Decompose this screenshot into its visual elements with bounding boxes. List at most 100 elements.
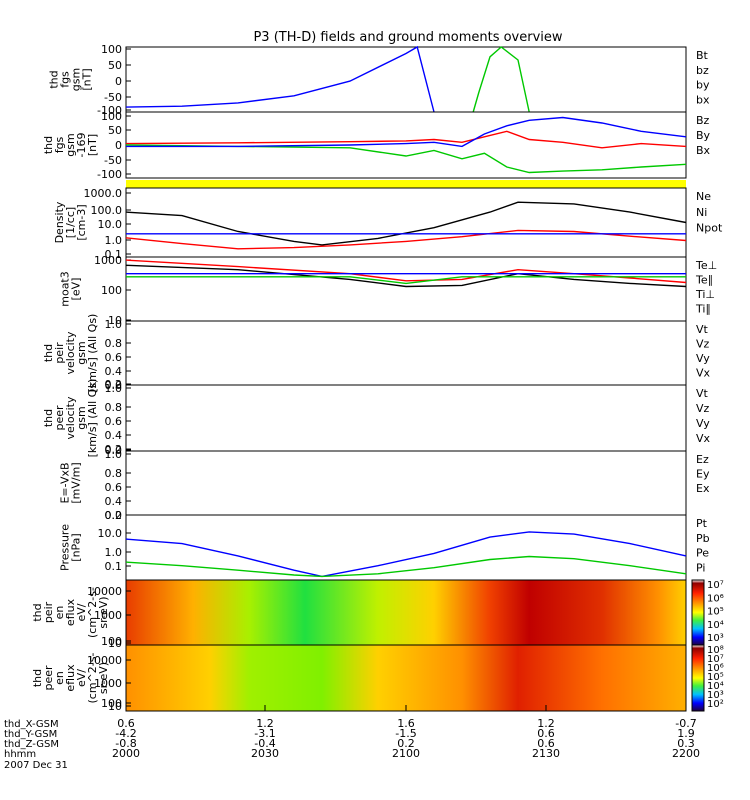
panel-6-ylabel: gsm: [75, 406, 88, 429]
panel-7-ytick-label: 0.4: [105, 495, 123, 508]
panel-1-series-by: [472, 46, 530, 113]
panel-7-ylabel: [mV/m]: [70, 462, 83, 503]
panel-6-ytick-label: 0.4: [105, 429, 123, 442]
panel-10-ylabel: sr-eV): [97, 662, 110, 694]
panel-4-ytick-label: 100: [101, 284, 122, 297]
panel-9-ylabel: thd: [31, 603, 44, 621]
panel-1-legend-bt: Bt: [696, 49, 709, 62]
panel-4-legend-ti⊥: Ti⊥: [695, 288, 715, 301]
panel-4-ylabel: [eV]: [70, 278, 83, 301]
panel-8-legend-pt: Pt: [696, 517, 708, 530]
panel-8-ytick-label: 1.0: [105, 546, 123, 559]
panel-3-ytick-label: 10.0: [98, 218, 123, 231]
panel-9-colorbar: [691, 579, 705, 646]
panel-2-series-by: [125, 144, 687, 174]
panel-6-ylabel: [km/s] (All Qs): [86, 379, 99, 458]
panel-4-ytick-label: 10: [108, 314, 122, 327]
xaxis-tick-label: -0.4: [254, 737, 275, 750]
panel-10-colorbar-tick: 10²: [707, 699, 724, 710]
panel-8-ytick-label: 0.1: [105, 560, 123, 573]
panel-9-ytick-label: 10: [108, 637, 122, 650]
xaxis-row-label: 2007 Dec 31: [4, 760, 68, 771]
panel-5-ylabel: gsm: [75, 341, 88, 364]
panel-10-ylabel: (cm^2-s-: [86, 653, 99, 704]
panel-1-ylabel: gsm: [70, 68, 83, 91]
panel-10-spectrogram: [126, 645, 686, 711]
panel-2-ytick-label: -100: [97, 168, 122, 181]
panel-1-ytick-label: 0: [115, 75, 122, 88]
panel-5-frame: [125, 320, 687, 386]
xaxis-tick-label: -4.2: [115, 727, 136, 740]
xaxis-tick-label: 1.6: [397, 717, 415, 730]
panel-10-colorbar-tick: 10⁷: [707, 654, 724, 665]
panel-1-frame: [125, 46, 687, 113]
panel-2-legend-bx: Bx: [696, 144, 711, 157]
panel-10-colorbar: [691, 644, 705, 712]
panel-7-ytick-label: 0.8: [105, 467, 123, 480]
panel-7-legend-ex: Ex: [696, 482, 710, 495]
panel-3-ytick-label: 1.0: [105, 234, 123, 247]
panel-7-ytick-label: 0.2: [105, 509, 123, 522]
panel-9-colorbar-tick: 10⁷: [707, 580, 724, 591]
panel-5-legend-vz: Vz: [696, 338, 710, 351]
panel-2-ytick-label: 100: [101, 110, 122, 123]
panel-2-series-bz: [125, 130, 687, 149]
panel-10-ylabel: eflux: [64, 664, 77, 692]
panel-2-ytick-label: 0: [115, 139, 122, 152]
panel-6-ytick-label: 0.0: [105, 444, 123, 457]
panel-7-ytick-label: 1.0: [105, 448, 123, 461]
panel-4-legend-ti∥: Ti∥: [695, 303, 711, 316]
panel-2-legend-by: By: [696, 129, 711, 142]
panel-3-ylabel: Density: [53, 201, 66, 243]
panel-6-ytick-label: 0.6: [105, 415, 123, 428]
panel-10-ylabel: en: [53, 671, 66, 685]
panel-10-ylabel: peer: [42, 665, 55, 691]
chart-title: P3 (TH-D) fields and ground moments over…: [253, 30, 562, 45]
panel-4-legend-te∥: Te∥: [695, 274, 713, 287]
panel-10-ylabel: eV/: [75, 669, 88, 687]
panel-8-series-pe: [125, 555, 687, 578]
panel-4-series-te⊥: [125, 259, 687, 284]
panel-3-ytick-label: 0.1: [105, 248, 123, 261]
panel-9-ylabel: eV/: [75, 603, 88, 621]
panel-9-ytick-label: 1000: [94, 609, 122, 622]
panel-1-legend-bz: bz: [696, 64, 709, 77]
panel-10-colorbar-tick: 10⁸: [707, 645, 724, 656]
panel-4-ylabel: moat3: [59, 271, 72, 307]
panel-2-frame: [125, 111, 687, 179]
panel-9-ylabel: en: [53, 606, 66, 620]
panel-2-ylabel: fgs: [53, 136, 66, 153]
xaxis-tick-label: 0.6: [537, 727, 555, 740]
panel-6-legend-vt: Vt: [696, 387, 709, 400]
panel-7-ylabel: E=-VxB: [59, 462, 72, 503]
xaxis-tick-label: 2030: [251, 747, 279, 760]
panel-10-ytick-label: 1000: [94, 677, 122, 690]
xaxis-tick-label: 2130: [532, 747, 560, 760]
xaxis-row-label: thd_Z-GSM: [4, 739, 59, 750]
panel-7-frame: [125, 450, 687, 516]
panel-3-series-ni: [125, 201, 687, 246]
panel-8-legend-pe: Pe: [696, 547, 709, 560]
xaxis-tick-label: 1.2: [256, 717, 274, 730]
panel-1-ytick-label: -100: [97, 104, 122, 117]
panel-8-legend-pb: Pb: [696, 532, 710, 545]
panel-6-ylabel: velocity: [64, 396, 77, 439]
panel-6-ylabel: peer: [53, 405, 66, 431]
panel-5-ylabel: peir: [53, 342, 66, 364]
panel-2-ylabel: gsm: [64, 133, 77, 156]
xaxis-tick-label: 0.6: [117, 717, 135, 730]
panel-9-colorbar-tick: 10³: [707, 633, 724, 644]
panel-2-ytick-label: -50: [104, 154, 122, 167]
panel-10-ylabel: thd: [31, 669, 44, 687]
panel-1-legend-by: by: [696, 79, 710, 92]
panel-7-ytick-label: 0.0: [105, 509, 123, 522]
panel-3-ytick-label: 100.0: [91, 204, 123, 217]
xaxis-tick-label: 1.2: [537, 717, 555, 730]
panel-2-ytick-label: 50: [108, 124, 122, 137]
panel-9-colorbar-tick: 10⁵: [707, 607, 724, 618]
xaxis-tick-label: 0.3: [677, 737, 695, 750]
panel-3-legend-ni: Ni: [696, 206, 707, 219]
panel-9-colorbar-tick: 10⁶: [707, 593, 724, 604]
panel-9-ylabel: (cm^2-s-: [86, 587, 99, 638]
panel-1-ytick-label: 50: [108, 59, 122, 72]
